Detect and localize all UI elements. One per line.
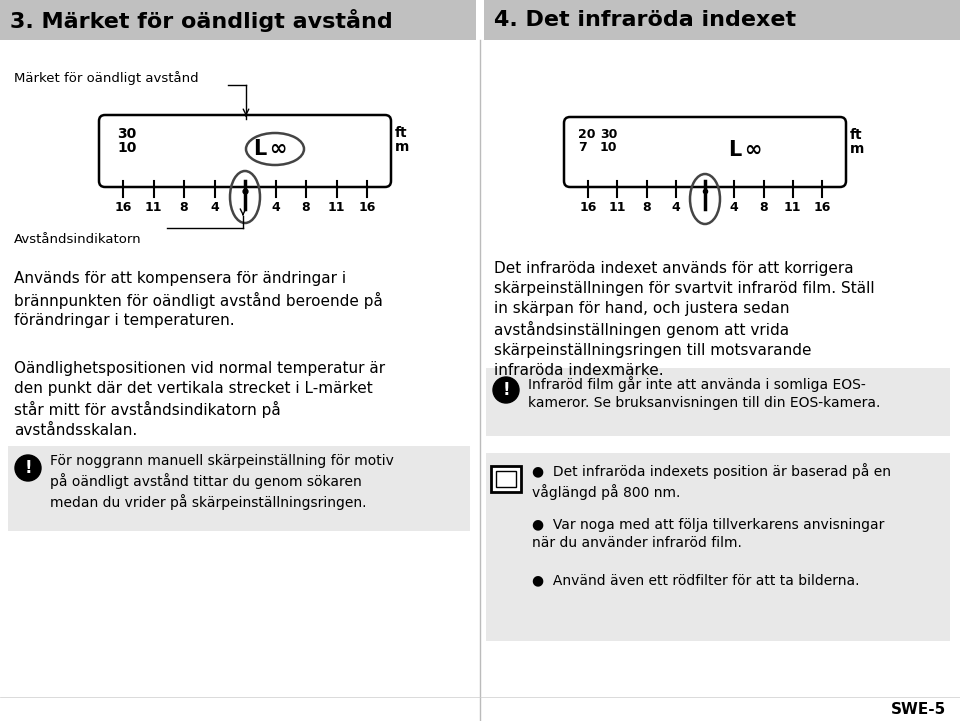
Text: 30: 30 (600, 128, 617, 141)
Text: Infraröd film går inte att använda i somliga EOS-
kameror. Se bruksanvisningen t: Infraröd film går inte att använda i som… (528, 376, 880, 410)
FancyBboxPatch shape (564, 117, 846, 187)
Text: i: i (703, 196, 707, 206)
Text: Används för att kompensera för ändringar i
brännpunkten för oändligt avstånd ber: Används för att kompensera för ändringar… (14, 271, 383, 329)
FancyBboxPatch shape (486, 453, 950, 641)
Text: !: ! (502, 381, 510, 399)
Text: L: L (728, 140, 741, 160)
Text: ft: ft (395, 126, 408, 140)
Text: 8: 8 (759, 201, 768, 214)
Text: ∞: ∞ (744, 140, 761, 160)
Text: 8: 8 (301, 201, 310, 214)
Text: 11: 11 (609, 201, 626, 214)
Text: 10: 10 (600, 141, 617, 154)
Text: 20: 20 (578, 128, 595, 141)
FancyBboxPatch shape (486, 368, 950, 436)
Text: 16: 16 (813, 201, 830, 214)
Text: 4: 4 (210, 201, 219, 214)
Text: ●  Var noga med att följa tillverkarens anvisningar
när du använder infraröd fil: ● Var noga med att följa tillverkarens a… (532, 518, 884, 550)
Text: 7: 7 (578, 141, 587, 154)
Text: 8: 8 (180, 201, 188, 214)
Text: 30: 30 (117, 127, 136, 141)
Text: Avståndsindikatorn: Avståndsindikatorn (14, 233, 142, 246)
Text: 3. Märket för oändligt avstånd: 3. Märket för oändligt avstånd (10, 9, 393, 32)
Text: m: m (395, 140, 409, 154)
Text: !: ! (24, 459, 32, 477)
FancyBboxPatch shape (8, 446, 470, 531)
Text: Märket för oändligt avstånd: Märket för oändligt avstånd (14, 71, 199, 85)
Text: SWE-5: SWE-5 (891, 702, 946, 717)
FancyBboxPatch shape (491, 466, 521, 492)
Text: Det infraröda indexet används för att korrigera
skärpeinställningen för svartvit: Det infraröda indexet används för att ko… (494, 261, 875, 378)
Text: ft: ft (850, 128, 863, 142)
Text: 16: 16 (358, 201, 375, 214)
Text: L: L (253, 139, 266, 159)
Text: 11: 11 (784, 201, 802, 214)
Text: 4. Det infraröda indexet: 4. Det infraröda indexet (494, 10, 796, 30)
Text: 16: 16 (579, 201, 597, 214)
Text: m: m (850, 142, 864, 156)
Text: För noggrann manuell skärpeinställning för motiv
på oändligt avstånd tittar du g: För noggrann manuell skärpeinställning f… (50, 454, 394, 510)
Text: ●  Använd även ett rödfilter för att ta bilderna.: ● Använd även ett rödfilter för att ta b… (532, 573, 859, 587)
Text: 10: 10 (117, 141, 136, 155)
Text: Oändlighetspositionen vid normal temperatur är
den punkt där det vertikala strec: Oändlighetspositionen vid normal tempera… (14, 361, 385, 438)
Text: 11: 11 (145, 201, 162, 214)
FancyBboxPatch shape (99, 115, 391, 187)
FancyBboxPatch shape (0, 0, 476, 40)
Text: 11: 11 (327, 201, 346, 214)
FancyBboxPatch shape (484, 0, 960, 40)
Text: ●  Det infraröda indexets position är baserad på en
våglängd på 800 nm.: ● Det infraröda indexets position är bas… (532, 463, 891, 500)
Text: 4: 4 (671, 201, 680, 214)
Circle shape (493, 377, 519, 403)
Circle shape (15, 455, 41, 481)
FancyBboxPatch shape (496, 471, 516, 487)
Text: 16: 16 (114, 201, 132, 214)
Text: ∞: ∞ (269, 139, 286, 159)
Text: 4: 4 (730, 201, 738, 214)
Text: 4: 4 (271, 201, 280, 214)
Text: 8: 8 (642, 201, 651, 214)
